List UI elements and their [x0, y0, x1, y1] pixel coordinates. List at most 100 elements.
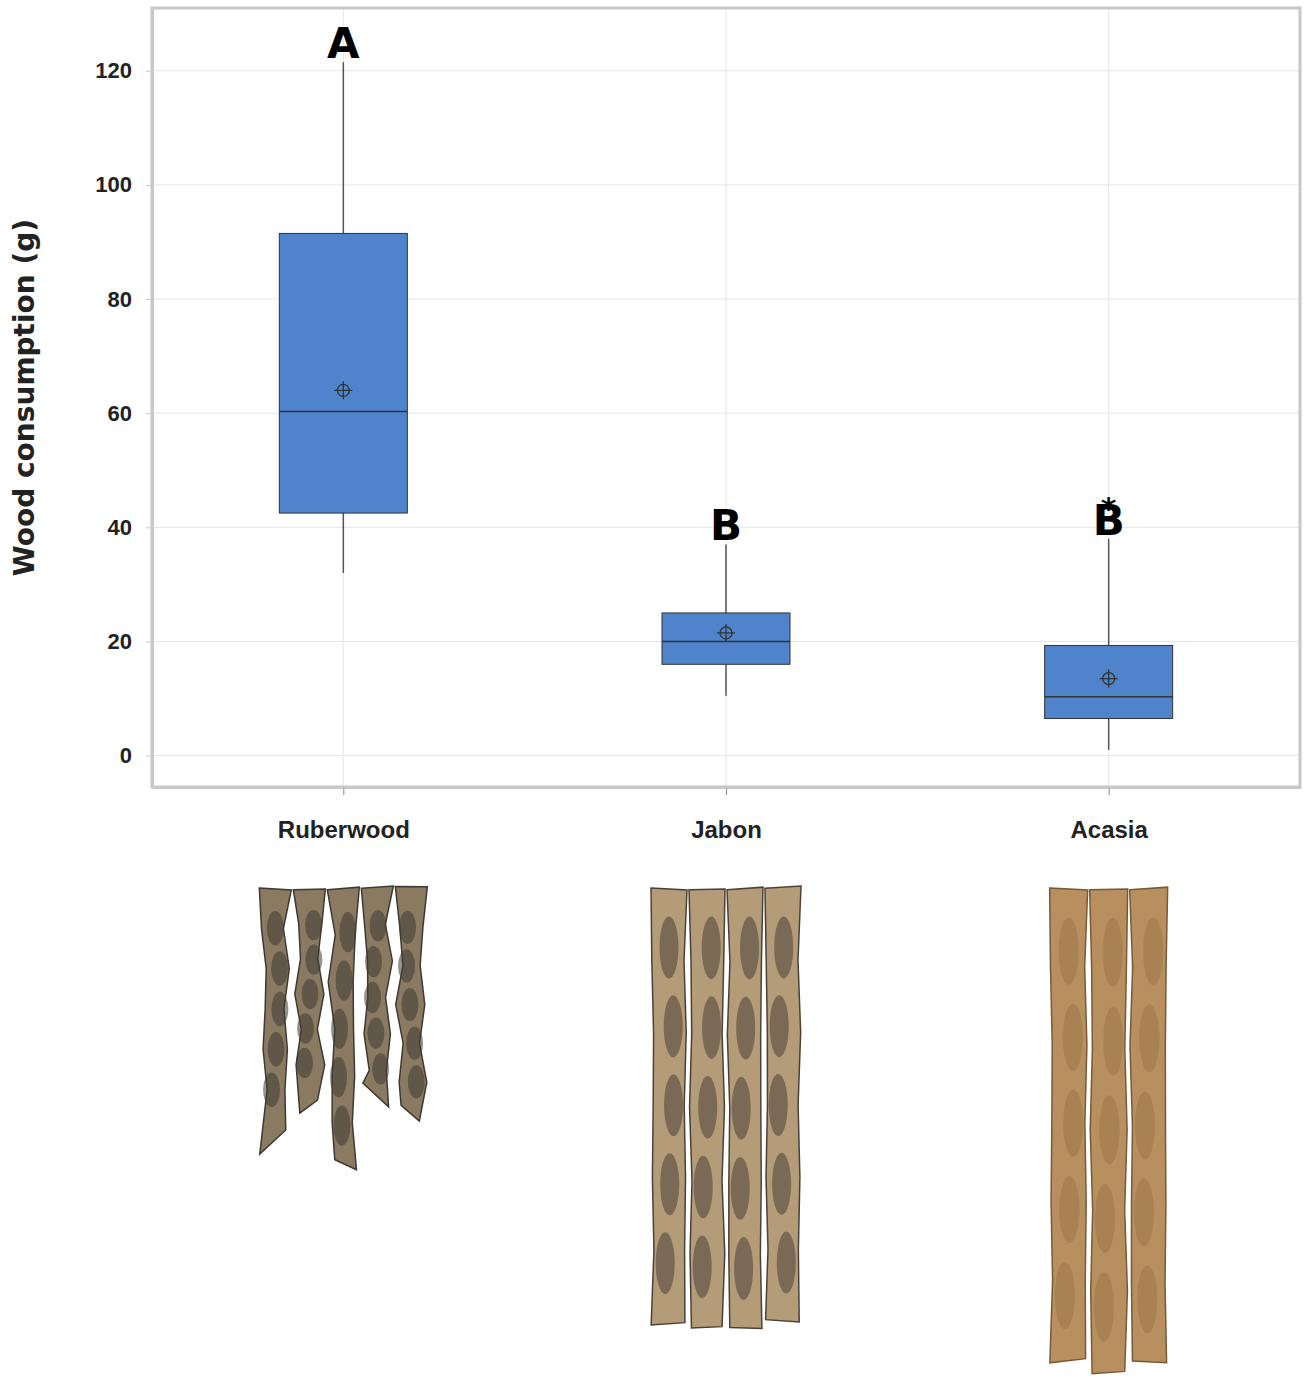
x-tick-label: Ruberwood — [278, 816, 410, 843]
plank-stain — [296, 1048, 313, 1078]
plank — [293, 889, 325, 1113]
plank — [1050, 888, 1088, 1363]
y-tick: 60 — [108, 401, 152, 426]
plank — [765, 886, 801, 1322]
plank-stain — [693, 1235, 712, 1298]
plank-stain — [408, 1065, 425, 1098]
x-axis: Ruberwood Jabon Acasia — [153, 787, 1301, 843]
sample-photo — [651, 886, 801, 1329]
box-group — [279, 62, 407, 573]
plank-stain — [1063, 1090, 1083, 1157]
x-tick-label: Jabon — [691, 816, 762, 843]
plank — [395, 886, 427, 1121]
plank-stain — [664, 995, 683, 1057]
plank — [259, 888, 291, 1154]
plank-stain — [1135, 1091, 1155, 1159]
plank-stain — [1137, 1265, 1157, 1333]
y-tick-label: 0 — [120, 743, 132, 768]
plank-stain — [694, 1156, 713, 1219]
plank-stain — [1094, 1273, 1114, 1342]
y-tick: 40 — [108, 515, 152, 540]
plank — [689, 889, 725, 1328]
mean-cross — [1100, 670, 1118, 688]
y-tick-label: 80 — [108, 287, 132, 312]
upper-whisker — [1108, 539, 1110, 646]
plank-stain — [774, 916, 793, 978]
x-tick: Jabon — [691, 787, 762, 843]
grid — [152, 8, 1300, 787]
lower-whisker — [725, 664, 727, 695]
plank-stain — [770, 995, 789, 1057]
median-line — [279, 411, 407, 413]
plank-stain — [370, 910, 387, 941]
y-tick-label: 60 — [108, 401, 132, 426]
y-tick: 120 — [95, 58, 152, 83]
sample-photo — [1050, 887, 1168, 1374]
plank-stain — [731, 1157, 750, 1220]
plank-stain — [399, 911, 416, 944]
plank-stain — [330, 1057, 347, 1097]
box — [662, 613, 790, 664]
plank-stain — [656, 1232, 675, 1294]
plank-stain — [1099, 1095, 1119, 1164]
y-tick-label: 100 — [95, 172, 132, 197]
x-tick: Acasia — [1070, 787, 1148, 843]
plot-frame — [152, 8, 1300, 787]
plank-stain — [660, 1153, 679, 1215]
mean-marker — [1100, 670, 1118, 688]
plank-stain — [305, 910, 322, 940]
mean-cross — [717, 624, 735, 642]
plank — [727, 887, 763, 1328]
y-tick: 20 — [108, 629, 152, 654]
plank-stain — [267, 911, 284, 946]
plank-stain — [263, 1073, 280, 1108]
plank-stain — [664, 1074, 683, 1136]
plank-stain — [268, 1032, 285, 1067]
plank-stain — [732, 1077, 751, 1140]
plank-stain — [401, 988, 418, 1021]
chart: 020406080100120RuberwoodJabonAcasiaWood … — [0, 0, 1310, 1388]
plank-stain — [1103, 918, 1123, 987]
mean-marker — [717, 624, 735, 642]
plank — [327, 887, 359, 1170]
plank-stain — [1059, 917, 1079, 984]
plank — [1090, 889, 1128, 1374]
sample-photos — [259, 886, 1167, 1374]
plank-stain — [734, 1237, 753, 1300]
x-tick-label: Acasia — [1070, 816, 1148, 843]
plank-stain — [1143, 918, 1163, 986]
plank-stain — [702, 996, 721, 1059]
plank-stain — [1103, 1006, 1123, 1075]
plank-stain — [1063, 1004, 1083, 1071]
upper-whisker — [343, 62, 345, 233]
plank-stain — [1055, 1262, 1075, 1329]
plank-stain — [660, 916, 679, 978]
annotation: * — [1101, 491, 1117, 526]
y-tick: 100 — [95, 172, 152, 197]
y-tick-label: 120 — [95, 58, 132, 83]
y-tick-label: 40 — [108, 515, 132, 540]
plank-stain — [372, 1053, 389, 1084]
plank-stain — [367, 1018, 384, 1049]
boxes — [279, 62, 1172, 750]
plank-stain — [364, 982, 381, 1013]
plank-stain — [365, 946, 382, 977]
mean-cross — [334, 381, 352, 399]
annotation: A — [327, 19, 360, 68]
plank-stain — [702, 917, 721, 980]
y-axis: 0 20 40 60 80 100 120 — [95, 9, 152, 788]
annotation: B — [710, 501, 742, 550]
plank-stain — [736, 997, 755, 1060]
plank-stain — [1134, 1178, 1154, 1246]
plank-stain — [271, 951, 288, 986]
box-group — [1045, 539, 1173, 750]
plank-stain — [302, 979, 319, 1009]
upper-whisker — [725, 544, 727, 612]
mean-marker — [334, 381, 352, 399]
plank-stain — [1139, 1005, 1159, 1073]
plank-stain — [698, 1076, 717, 1139]
grid-line — [726, 8, 727, 787]
lower-whisker — [1108, 719, 1110, 750]
plank-stain — [305, 944, 322, 974]
box-group — [662, 544, 790, 695]
